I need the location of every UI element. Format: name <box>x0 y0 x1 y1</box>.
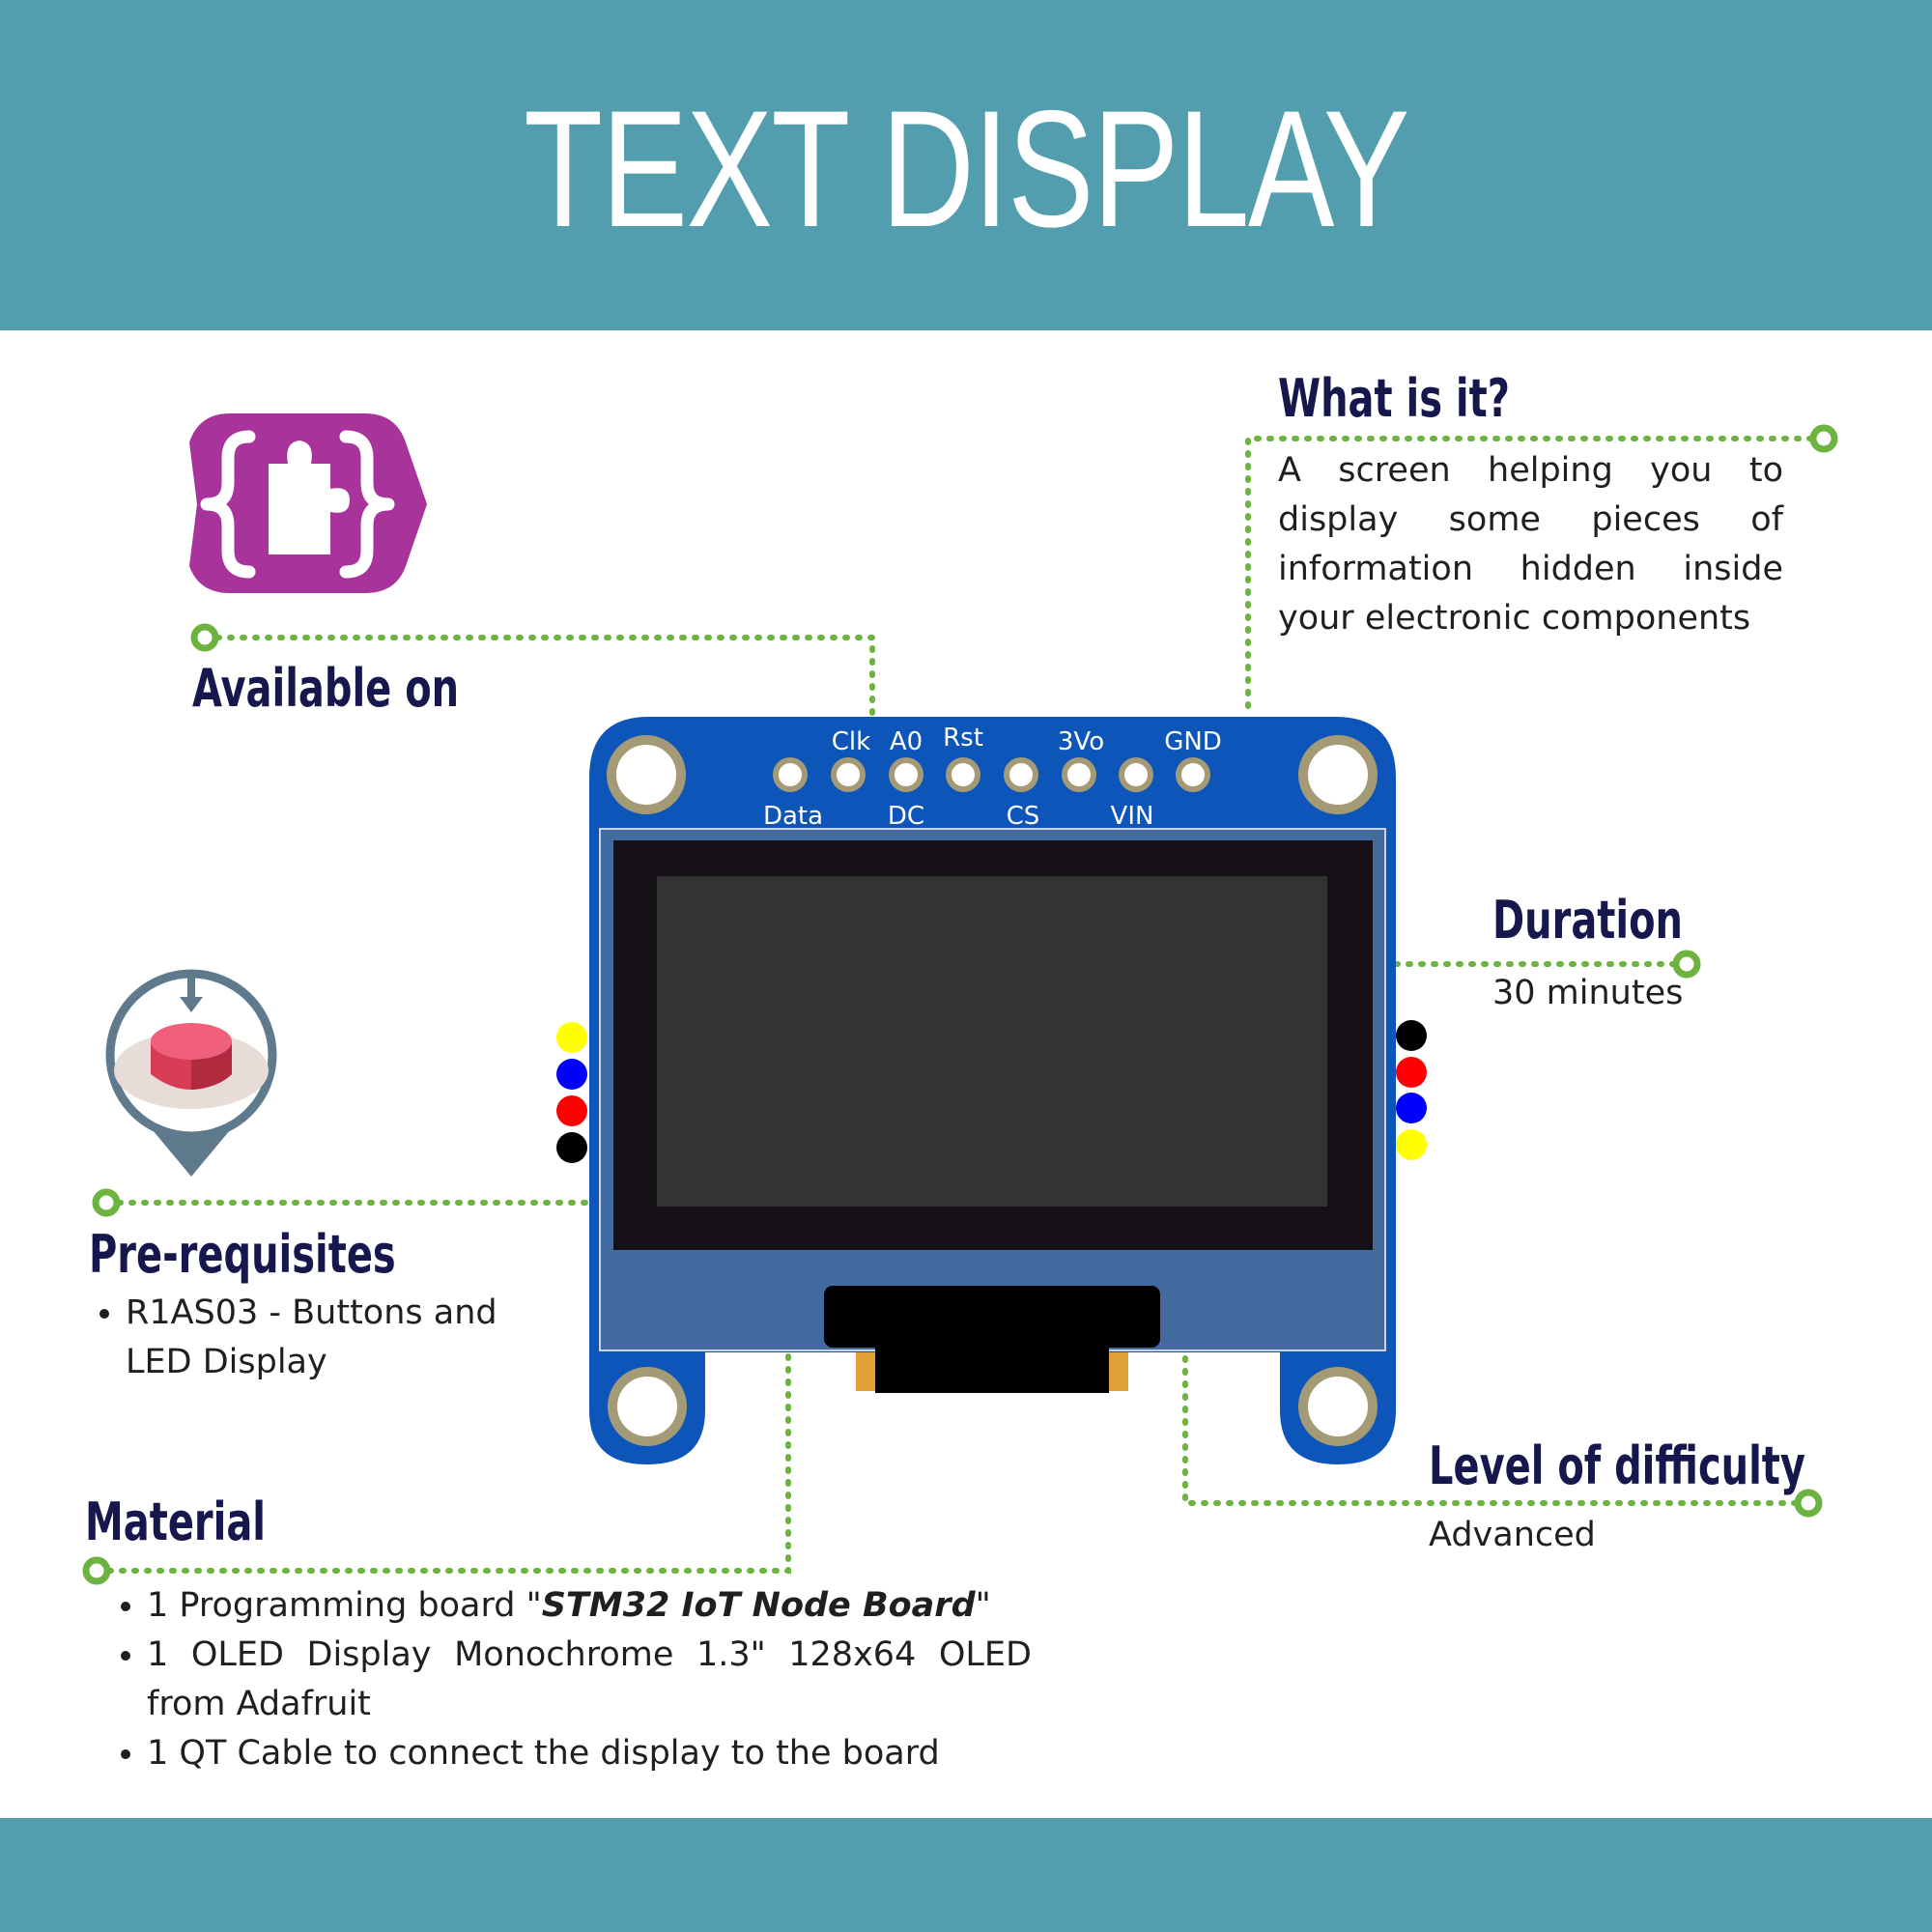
connector-material <box>94 1350 791 1574</box>
page-title: TEXT DISPLAY <box>524 76 1409 262</box>
ribbon-connector <box>824 1286 1160 1348</box>
connector-available-on <box>202 635 875 718</box>
pin-label-a0: A0 <box>890 727 923 756</box>
pin-label-3vo: 3Vo <box>1058 727 1104 756</box>
material-item-text: 1 Programming board " <box>147 1586 542 1625</box>
header-band <box>0 0 1932 330</box>
pin-label-clk: Clk <box>832 727 870 756</box>
pin-label-data: Data <box>763 802 823 831</box>
what-is-it-heading: What is it? <box>1278 368 1510 429</box>
duration-value: 30 minutes <box>1492 974 1684 1012</box>
what-is-it-text: A screen helping you to display some pie… <box>1278 451 1783 638</box>
wire-dot <box>556 1022 587 1053</box>
wire-dot <box>1396 1020 1427 1051</box>
material-item: 1 Programming board "STM32 IoT Node Boar… <box>147 1581 1032 1631</box>
available-on-heading: Available on <box>192 658 460 719</box>
puzzle-braces-icon <box>189 413 427 593</box>
prerequisites-list: R1AS03 - Buttons and LED Display <box>75 1289 500 1387</box>
push-button-pin-icon <box>105 969 277 1177</box>
header-pins <box>773 757 1210 792</box>
level-heading: Level of difficulty <box>1429 1435 1805 1496</box>
pin-label-cs: CS <box>1007 802 1040 831</box>
prerequisite-item: R1AS03 - Buttons and LED Display <box>126 1289 500 1387</box>
wire-dot <box>556 1059 587 1090</box>
connector-lines <box>94 436 1827 1574</box>
pin-label-dc: DC <box>888 802 924 831</box>
material-item: 1 QT Cable to connect the display to the… <box>147 1729 1032 1778</box>
pin-label-rst: Rst <box>943 724 983 753</box>
wire-dot <box>556 1095 587 1126</box>
wire-dot <box>1396 1129 1427 1160</box>
pin-label-gnd: GND <box>1164 727 1222 756</box>
material-heading: Material <box>85 1492 267 1552</box>
level-value: Advanced <box>1429 1516 1596 1554</box>
material-item: 1 OLED Display Monochrome 1.3" 128x64 OL… <box>147 1631 1032 1729</box>
connector-what-is-it <box>1245 436 1827 716</box>
wire-dot <box>1396 1057 1427 1088</box>
material-item-text: " <box>975 1586 991 1625</box>
oled-board: Clk A0 Rst 3Vo GND Data DC CS VIN <box>589 717 1396 1464</box>
right-wire-dots <box>1396 1020 1427 1160</box>
material-list: 1 Programming board "STM32 IoT Node Boar… <box>97 1581 1032 1778</box>
duration-heading: Duration <box>1492 890 1683 951</box>
pin-label-vin: VIN <box>1111 802 1154 831</box>
wire-dot <box>556 1132 587 1163</box>
prerequisites-heading: Pre-requisites <box>89 1224 396 1285</box>
material-item-board-name: STM32 IoT Node Board <box>541 1586 976 1625</box>
footer-band <box>0 1818 1932 1932</box>
oled-screen <box>657 876 1327 1207</box>
left-wire-dots <box>556 1022 587 1163</box>
connector-dots <box>82 424 1838 1585</box>
wire-dot <box>1396 1093 1427 1123</box>
